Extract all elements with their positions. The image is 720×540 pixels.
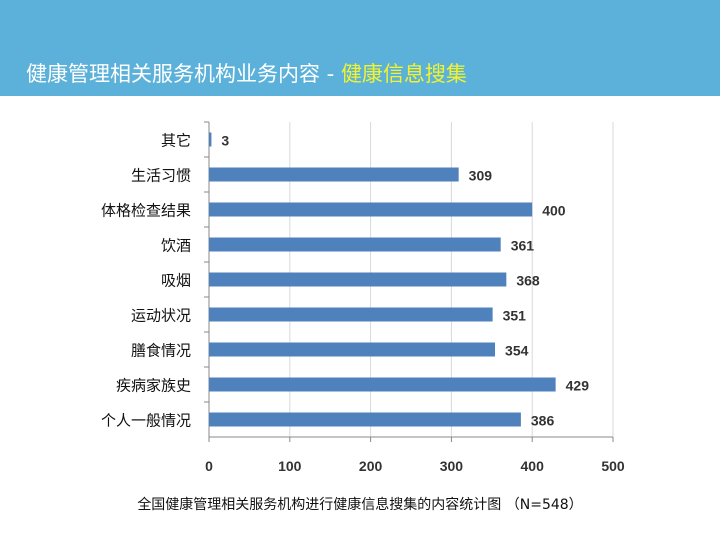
x-tick-label: 100 [278,458,302,474]
bar [209,412,521,427]
bar [209,342,496,357]
data-label: 309 [469,168,493,184]
category-label: 个人一般情况 [101,412,191,430]
data-label: 386 [531,413,555,429]
data-label: 361 [511,238,535,254]
x-tick-label: 200 [359,458,383,474]
title-main: 健康管理相关服务机构业务内容 - [26,62,341,86]
chart-caption: 全国健康管理相关服务机构进行健康信息搜集的内容统计图 （N=548） [137,497,583,513]
data-label: 354 [505,343,529,359]
category-label: 吸烟 [161,272,191,290]
bar [209,307,493,322]
bar [209,132,212,147]
category-label: 其它 [161,132,191,150]
bar [209,202,533,217]
data-label: 400 [542,203,566,219]
data-label: 368 [516,273,540,289]
data-label: 429 [566,378,590,394]
category-label: 生活习惯 [131,167,191,185]
x-tick-label: 500 [601,458,625,474]
data-label: 3 [221,133,229,149]
bar [209,377,556,392]
category-label: 饮酒 [161,237,191,255]
bar [209,272,507,287]
x-tick-label: 0 [205,458,213,474]
bar [209,167,459,182]
title-banner [0,0,720,96]
category-label: 体格检查结果 [101,202,191,220]
x-tick-label: 300 [440,458,464,474]
bar [209,237,501,252]
category-label: 疾病家族史 [116,377,191,395]
title-highlight: 健康信息搜集 [340,62,467,86]
category-label: 运动状况 [131,307,191,325]
x-tick-label: 400 [521,458,545,474]
data-label: 351 [503,308,527,324]
category-label: 膳食情况 [131,342,191,360]
slide-title: 健康管理相关服务机构业务内容 - 健康信息搜集 [26,58,467,88]
